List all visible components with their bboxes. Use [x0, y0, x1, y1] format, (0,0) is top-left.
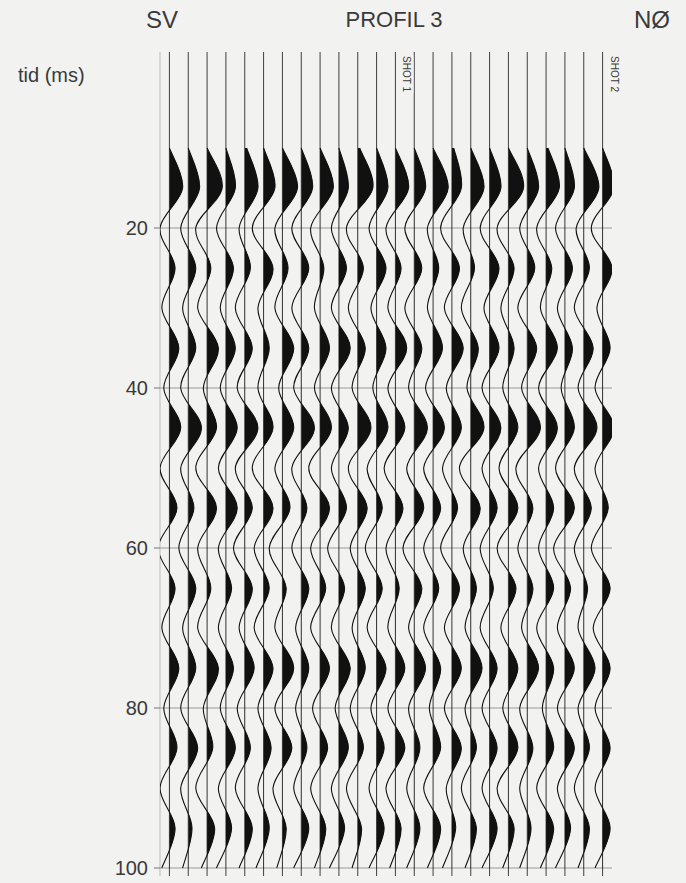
- trace-fill: [339, 148, 350, 868]
- trace-fill-group: [358, 148, 373, 868]
- annotation-group: SHOT 2: [608, 55, 621, 93]
- annotation: SHOT 2: [609, 56, 620, 92]
- trace-fill-group: [414, 148, 427, 868]
- tick-mark: [154, 708, 160, 709]
- title: PROFIL 3: [346, 7, 443, 32]
- trace-fill: [301, 148, 314, 868]
- traces: [160, 52, 612, 876]
- trace-fill-group: [169, 148, 182, 868]
- trace-wiggle: [441, 148, 464, 868]
- trace-fill: [471, 148, 484, 868]
- trace-fill: [188, 148, 201, 868]
- trace-wiggle: [365, 148, 388, 868]
- trace-fill: [320, 148, 333, 868]
- tick-label: 60: [126, 537, 148, 559]
- tick-mark: [154, 388, 160, 389]
- grid-line: [160, 388, 612, 389]
- trace-fill: [584, 148, 599, 868]
- trace-wiggle: [403, 148, 427, 868]
- trace-fill-group: [603, 148, 612, 868]
- trace-wiggle: [554, 148, 575, 868]
- trace-fill: [414, 148, 427, 868]
- trace-fill-group: [584, 148, 599, 868]
- trace-fill-group: [301, 148, 314, 868]
- tick-label: 40: [126, 377, 148, 399]
- trace-fill-group: [339, 148, 350, 868]
- trace-wiggle: [574, 148, 599, 868]
- trace-wiggle: [424, 148, 449, 868]
- trace-fill-group: [245, 148, 258, 868]
- grid-line: [160, 868, 612, 869]
- trace-wiggle: [160, 148, 183, 868]
- trace-fill-group: [527, 148, 540, 868]
- trace-fill: [603, 148, 612, 868]
- tick-label: 100: [115, 857, 148, 879]
- trace-wiggle: [516, 148, 541, 868]
- trace-wiggle: [252, 148, 275, 868]
- trace-fill-group: [490, 148, 501, 868]
- trace-wiggle: [216, 148, 237, 868]
- trace-fill-group: [565, 148, 575, 868]
- trace-wiggle: [591, 148, 612, 868]
- axis-title: tid (ms): [18, 64, 85, 86]
- tick-mark: [154, 548, 160, 549]
- trace-fill: [452, 148, 463, 868]
- trace-wiggle: [537, 148, 560, 868]
- trace-fill-group: [433, 148, 448, 868]
- trace-fill: [207, 148, 222, 868]
- trace-wiggle: [292, 148, 315, 868]
- trace-fill-group: [546, 148, 559, 868]
- trace-wiggle: [269, 148, 297, 868]
- trace-wiggle: [497, 148, 524, 868]
- annotation: SHOT 1: [401, 56, 412, 92]
- trace-fill-group: [471, 148, 484, 868]
- trace-fill-group: [282, 148, 297, 868]
- trace-wiggle: [196, 148, 223, 868]
- trace-fill-group: [264, 148, 276, 868]
- trace-fill: [169, 148, 182, 868]
- tick-mark: [154, 868, 160, 869]
- trace-fill-group: [452, 148, 463, 868]
- trace-fill: [527, 148, 540, 868]
- trace-fill: [395, 148, 408, 868]
- trace-fill-group: [508, 148, 523, 868]
- trace-fill: [264, 148, 276, 868]
- trace-fill: [490, 148, 501, 868]
- trace-wiggle: [459, 148, 484, 868]
- trace-wiggle: [179, 148, 202, 868]
- trace-fill-group: [226, 148, 237, 868]
- trace-wiggle: [233, 148, 258, 868]
- trace-fill-group: [320, 148, 333, 868]
- tick-mark: [154, 228, 160, 229]
- trace-fill: [245, 148, 258, 868]
- trace-wiggle: [346, 148, 373, 868]
- trace-fill: [508, 148, 523, 868]
- trace-fill: [358, 148, 373, 868]
- grid-line: [160, 708, 612, 709]
- trace-fill: [226, 148, 237, 868]
- trace-wiggle: [309, 148, 334, 868]
- trace-fill: [433, 148, 448, 868]
- annotation-group: SHOT 1: [400, 55, 413, 93]
- seismic-chart: PROFIL 3 SV NØ tid (ms) 20 40 60 80 100 SHOT 1 SHO…: [0, 0, 686, 883]
- trace-wiggle: [480, 148, 501, 868]
- tick-label: 20: [126, 217, 148, 239]
- trace-wiggle: [384, 148, 409, 868]
- annotation-bg: [608, 55, 621, 93]
- right-label: NØ: [634, 6, 670, 33]
- trace-fill: [377, 148, 388, 868]
- trace-wiggle: [328, 148, 351, 868]
- trace-fill: [282, 148, 297, 868]
- trace-fill: [565, 148, 575, 868]
- trace-fill-group: [395, 148, 408, 868]
- annotation-bg: [400, 55, 413, 93]
- tick-label: 80: [126, 697, 148, 719]
- trace-fill-group: [377, 148, 388, 868]
- trace-fill-group: [188, 148, 201, 868]
- trace-fill: [546, 148, 559, 868]
- left-label: SV: [146, 6, 178, 33]
- trace-fill-group: [207, 148, 222, 868]
